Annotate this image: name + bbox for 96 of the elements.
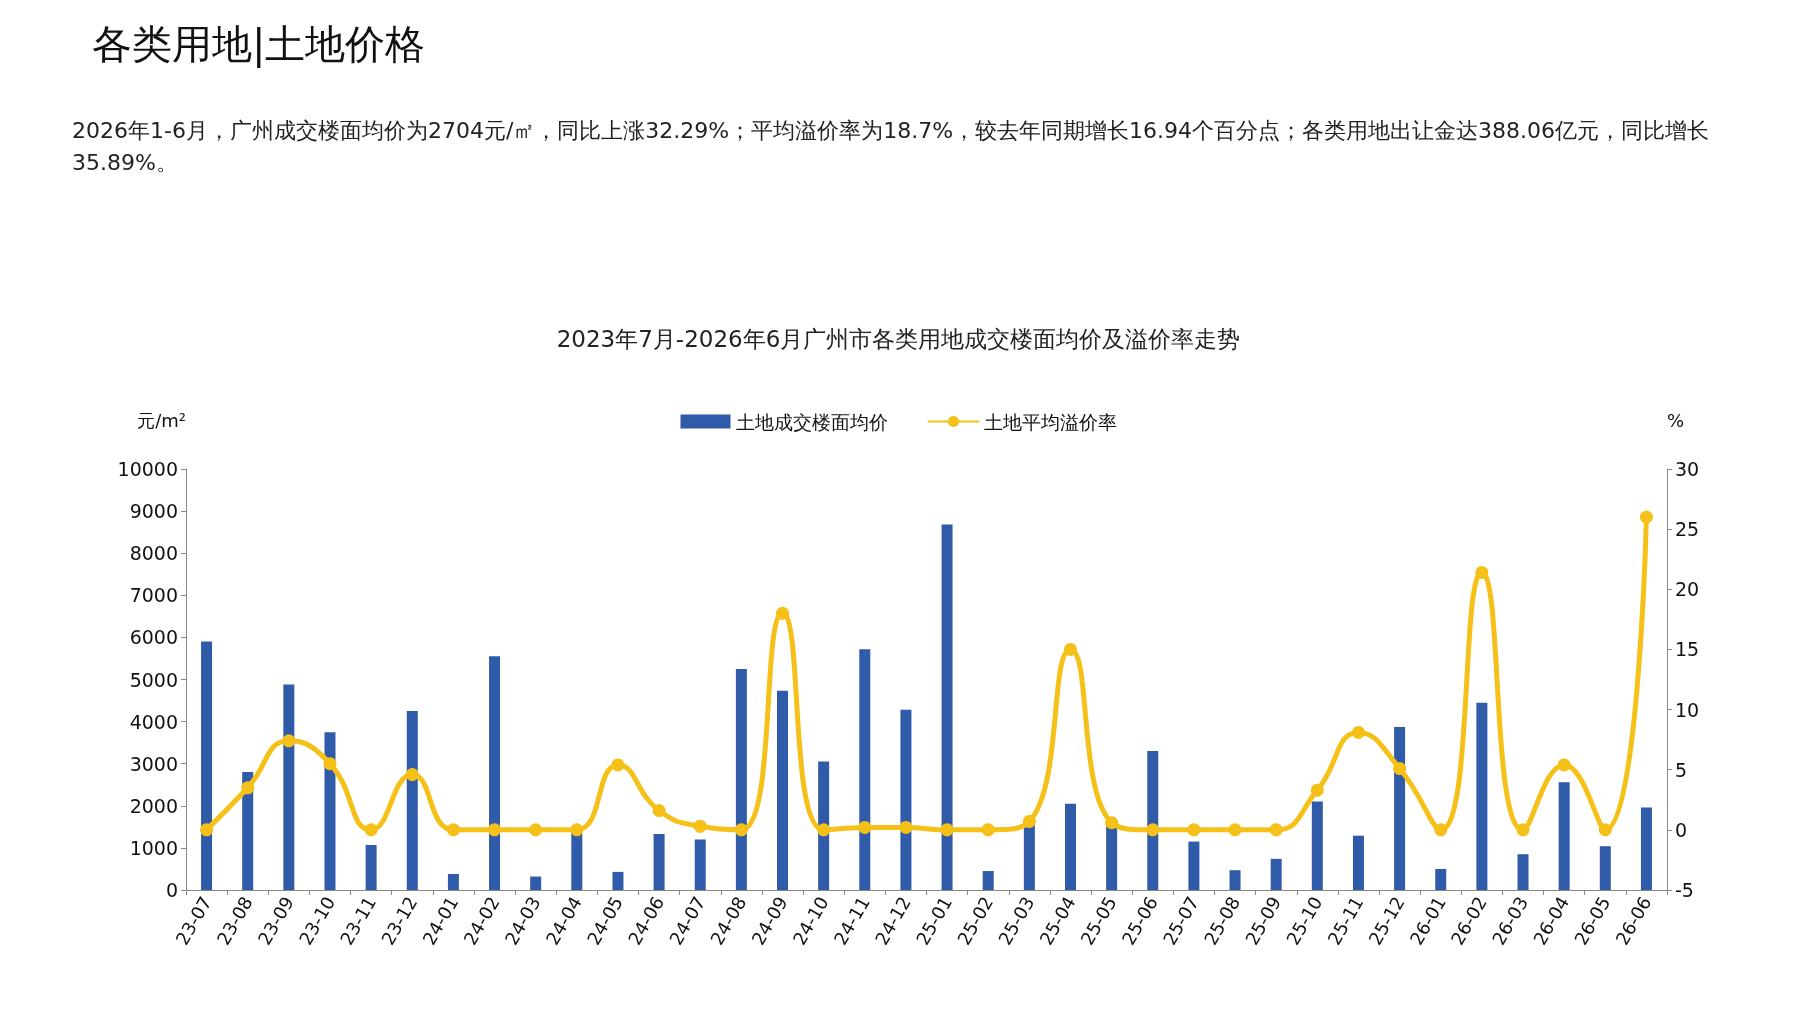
point: [529, 823, 543, 837]
point: [1393, 762, 1407, 776]
bar: [694, 839, 706, 890]
point: [446, 823, 460, 837]
bar: [1188, 841, 1200, 890]
bar: [530, 876, 542, 890]
bar: [900, 709, 912, 890]
bar: [283, 684, 295, 890]
bar: [653, 834, 665, 890]
bar: [1352, 835, 1364, 890]
chart-title: 2023年7月-2026年6月广州市各类用地成交楼面均价及溢价率走势: [556, 325, 1241, 352]
bar: [982, 871, 994, 890]
bar: [365, 844, 377, 890]
bar: [324, 732, 336, 890]
point: [981, 823, 995, 837]
bar: [406, 711, 418, 890]
bar: [1435, 868, 1447, 890]
y-tick-label: 8000: [129, 542, 178, 565]
y-tick-label: 3000: [129, 752, 178, 775]
point: [1269, 823, 1283, 837]
bar: [489, 656, 501, 890]
legend-label: 土地平均溢价率: [983, 410, 1117, 433]
point: [1475, 565, 1489, 579]
point: [323, 757, 337, 771]
point: [1516, 823, 1530, 837]
bar: [1476, 702, 1488, 890]
y-tick-label: 10000: [117, 458, 178, 480]
bar: [571, 833, 583, 890]
y2-tick-label: 15: [1675, 638, 1700, 661]
point: [693, 819, 707, 833]
point: [1557, 758, 1571, 772]
bar: [201, 641, 213, 890]
bar: [1517, 854, 1529, 890]
y-tick-label: 2000: [129, 794, 178, 817]
bar: [777, 690, 789, 890]
point: [899, 820, 913, 834]
point: [1639, 510, 1653, 524]
y-axis-title: 元/m²: [137, 409, 186, 431]
y2-tick-label: 5: [1675, 758, 1688, 781]
point: [364, 823, 378, 837]
bar: [818, 761, 830, 890]
point: [241, 781, 255, 795]
point: [282, 734, 296, 748]
bar: [1311, 801, 1323, 890]
bar: [859, 649, 871, 890]
bar: [1640, 807, 1652, 890]
bar: [941, 524, 953, 890]
y2-tick-label: -5: [1675, 879, 1694, 901]
y-tick-label: 0: [165, 879, 178, 901]
bar: [1599, 846, 1611, 890]
point: [734, 823, 748, 837]
point: [1022, 814, 1036, 828]
bar: [1394, 727, 1406, 890]
point: [570, 823, 584, 837]
point: [1310, 783, 1324, 797]
point: [652, 804, 666, 818]
point: [940, 823, 954, 837]
point: [1228, 823, 1242, 837]
legend-label: 土地成交楼面均价: [735, 410, 888, 433]
point: [1434, 823, 1448, 837]
point: [1146, 823, 1160, 837]
bar: [1023, 824, 1035, 890]
point: [1598, 823, 1612, 837]
point: [1064, 642, 1077, 656]
point: [776, 606, 790, 620]
bar: [1229, 870, 1241, 890]
point: [817, 823, 831, 837]
bar: [1064, 803, 1076, 890]
point: [1351, 725, 1365, 739]
y2-tick-label: 0: [1675, 818, 1688, 841]
y2-tick-label: 10: [1675, 698, 1700, 721]
point: [488, 823, 502, 837]
y2-tick-label: 30: [1675, 458, 1700, 480]
text: 2026年1-6月，广州成交楼面均价为2704元/㎡，同比上涨32.29%；平均溢价率为18.7%，较去年同期增长16.94个百分点；各类用地出让金达388.06亿元，同比增长35.89%。: [72, 117, 1710, 175]
text: 各类用地|土地价格: [92, 21, 426, 68]
y-tick-label: 5000: [129, 668, 178, 691]
point: [611, 758, 625, 772]
bar: [735, 668, 747, 890]
point: [1187, 823, 1201, 837]
y-tick-label: 4000: [129, 710, 178, 733]
y-tick-label: 7000: [129, 584, 178, 607]
y2-tick-label: 25: [1675, 518, 1700, 541]
point: [858, 820, 872, 834]
y2-axis-title: %: [1667, 409, 1685, 431]
y-tick-label: 1000: [129, 836, 178, 859]
y2-tick-label: 20: [1675, 578, 1700, 601]
y-tick-label: 6000: [129, 626, 178, 649]
point: [200, 823, 214, 837]
bar: [1270, 858, 1282, 890]
bar: [1147, 751, 1159, 890]
point: [405, 768, 419, 782]
y-tick-label: 9000: [129, 500, 178, 523]
bar: [1558, 782, 1570, 890]
point: [1105, 816, 1119, 830]
bar: [612, 871, 624, 890]
bar: [447, 874, 459, 890]
